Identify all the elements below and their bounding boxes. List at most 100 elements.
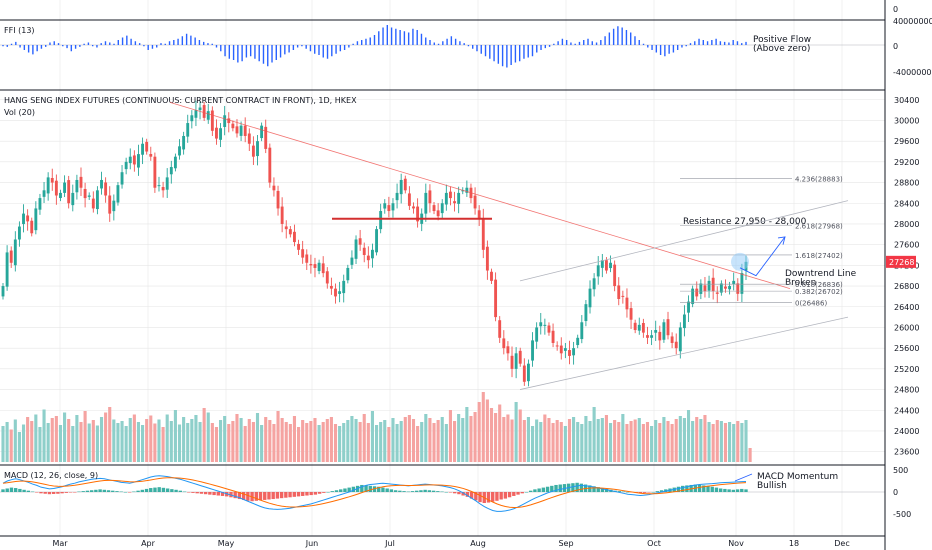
volume-bar [526, 417, 530, 462]
macd-hist-bar [279, 492, 284, 499]
candle-body [613, 264, 617, 287]
candle-body [46, 177, 50, 194]
candle-body [116, 185, 120, 203]
candle-body [600, 260, 604, 268]
candle-body [518, 350, 522, 364]
candle-body [498, 320, 502, 338]
macd-hist-bar [592, 486, 596, 492]
volume-bar [95, 425, 99, 462]
volume-bar [374, 425, 379, 462]
macd-hist-bar [486, 492, 491, 503]
candle-body [375, 229, 378, 253]
candle-body [629, 308, 633, 320]
y-tick-label: 28800 [894, 179, 919, 188]
macd-tick-zero: 0 [893, 488, 898, 497]
volume-bar [682, 418, 686, 462]
volume-bar [182, 417, 186, 462]
volume-bar [350, 416, 354, 462]
candle-body [325, 271, 329, 284]
candle-body [621, 295, 625, 297]
macd-hist-bar [402, 491, 406, 492]
macd-hist-bar [98, 489, 102, 492]
candle-body [609, 262, 612, 269]
macd-hist-bar [203, 492, 208, 495]
candle-body [531, 340, 534, 361]
macd-hist-bar [423, 489, 427, 492]
candle-body [625, 297, 629, 310]
volume-bar [555, 420, 559, 462]
volume-bar [132, 414, 136, 462]
volume-bar [194, 415, 198, 462]
candle-body [453, 201, 456, 204]
volume-bar [305, 423, 309, 462]
candle-body [543, 324, 547, 326]
candle-body [284, 226, 288, 230]
macd-hist-bar [431, 490, 436, 492]
fib-level-label: 1.618(27402) [795, 252, 843, 260]
candle-body [449, 191, 452, 199]
candle-body [30, 220, 34, 234]
candle-body [539, 322, 543, 327]
y-tick-label: 23600 [894, 448, 919, 457]
candle-body [432, 205, 436, 212]
macd-hist-bar [554, 484, 558, 492]
volume-bar [514, 402, 518, 462]
macd-title: MACD (12, 26, close, 9) [4, 471, 98, 480]
candle-body [670, 336, 674, 343]
y-tick-label: 25600 [894, 344, 919, 353]
volume-bar [17, 432, 21, 462]
candle-body [235, 126, 239, 134]
macd-hist-bar [140, 489, 145, 492]
candle-body [588, 288, 592, 308]
candle-body [633, 322, 637, 331]
volume-bar [576, 422, 580, 462]
macd-hist-bar [292, 492, 296, 497]
volume-bar [399, 421, 403, 462]
volume-bar [391, 418, 395, 462]
candle-body [695, 288, 699, 297]
fib-level-label: 0.618(26836) [795, 281, 843, 289]
fib-level-label: 2.618(27968) [795, 223, 843, 231]
x-tick-label: Aug [470, 539, 486, 548]
last-price-label: 27268 [889, 258, 914, 267]
macd-hist-bar [77, 491, 81, 493]
macd-hist-bar [503, 492, 508, 499]
volume-bar [309, 421, 313, 462]
macd-hist-bar [165, 488, 170, 492]
macd-pane [0, 473, 885, 512]
volume-bar [592, 407, 596, 462]
macd-hist-bar [360, 484, 364, 492]
candle-body [13, 239, 17, 266]
candle-body [387, 205, 391, 212]
volume-bar [444, 424, 448, 462]
volume-bar [715, 420, 719, 462]
candle-body [305, 254, 309, 263]
candle-body [301, 249, 305, 258]
macd-hist-bar [284, 492, 288, 498]
candle-body [288, 229, 292, 235]
y-axis: 23600 24000 24400 24800 25200 25600 26000 26400… [886, 96, 919, 457]
macd-hist-bar [710, 486, 714, 492]
macd-hist-bar [474, 492, 478, 501]
volume-bar [539, 422, 543, 462]
volume-bar [296, 427, 301, 462]
macd-hist-bar [106, 490, 111, 492]
macd-hist-bar [241, 492, 246, 500]
volume-bar [161, 427, 165, 462]
volume-bar [149, 415, 153, 462]
volume-bar [186, 423, 190, 462]
volume-bar [202, 408, 206, 462]
volume-bar [165, 414, 169, 462]
candle-body [141, 143, 145, 155]
candle-body [691, 288, 695, 305]
volume-bar [686, 410, 691, 462]
volume-bar [551, 423, 555, 462]
volume-title: Vol (20) [4, 108, 35, 117]
macd-hist-bar [491, 492, 495, 502]
candle-body [317, 262, 321, 272]
ffi-tick-zero-top: 0 [893, 5, 898, 14]
candle-body [145, 141, 149, 152]
candle-body [637, 324, 641, 331]
volume-bar [358, 422, 362, 462]
candle-body [251, 145, 255, 157]
